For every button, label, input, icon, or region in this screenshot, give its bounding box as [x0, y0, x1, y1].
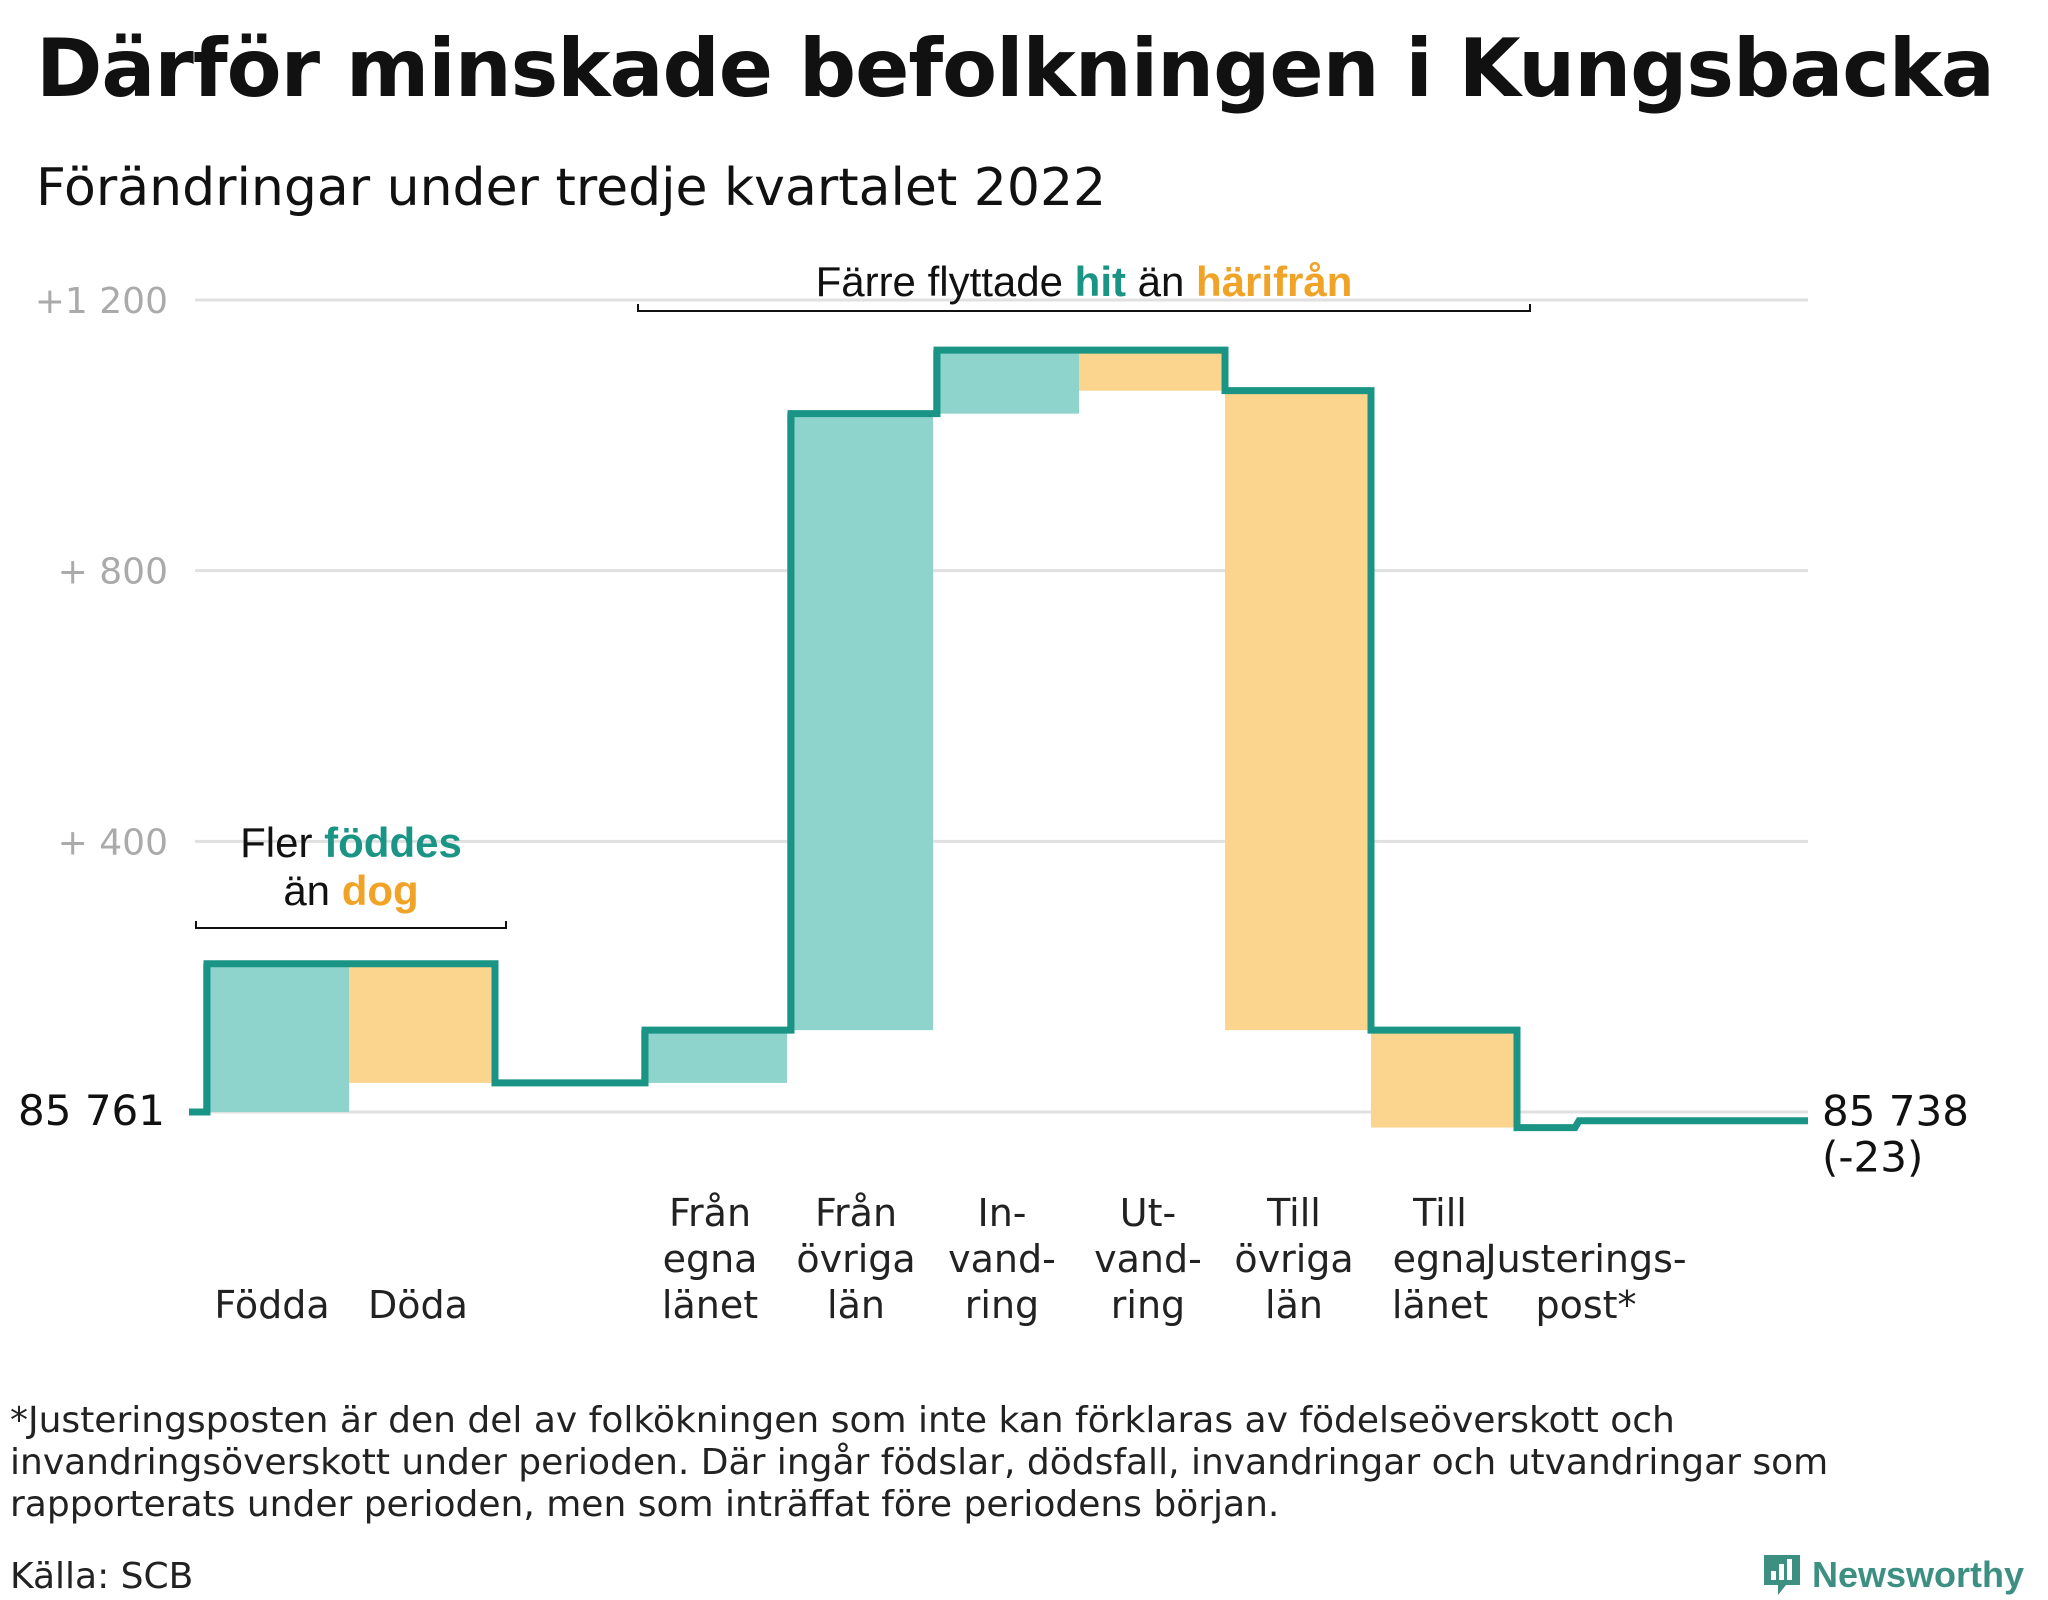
- annotation-migration: Färre flyttade hit än härifrån: [816, 258, 1353, 305]
- bar-till_egna: [1371, 1030, 1517, 1128]
- annotation-bracket-births: [195, 921, 507, 929]
- category-label-till_egna: länet: [1392, 1283, 1488, 1327]
- annotation-births: Fler föddes: [240, 819, 462, 866]
- bar-fran_egna: [641, 1030, 787, 1083]
- bar-invandring: [933, 350, 1079, 414]
- annotation-segment: härifrån: [1196, 258, 1352, 305]
- category-label-fodda: Födda: [214, 1283, 329, 1327]
- category-label-utvandring: vand-: [1094, 1237, 1202, 1281]
- category-label-fran_ovriga: Från: [815, 1191, 897, 1235]
- source-note: Källa: SCB: [10, 1556, 194, 1597]
- category-label-fran_ovriga: övriga: [796, 1237, 915, 1281]
- category-label-doda: Döda: [368, 1283, 468, 1327]
- annotation-bracket-migration: [637, 304, 1531, 312]
- category-label-till_ovriga: övriga: [1234, 1237, 1353, 1281]
- category-label-invandring: ring: [965, 1283, 1039, 1327]
- category-label-till_ovriga: Till: [1266, 1191, 1321, 1235]
- y-tick-label: +1 200: [35, 281, 168, 322]
- chart-title: Därför minskade befolkningen i Kungsback…: [36, 22, 1995, 115]
- bar-utvandring: [1079, 350, 1225, 391]
- annotation-segment: än: [1126, 258, 1196, 305]
- annotation-births: än dog: [283, 867, 418, 914]
- category-label-fran_egna: länet: [662, 1283, 758, 1327]
- end-change-label: (-23): [1822, 1133, 1923, 1182]
- category-label-justering: post*: [1535, 1283, 1636, 1327]
- annotation-segment: hit: [1075, 258, 1126, 305]
- annotation-segment: dog: [342, 867, 419, 914]
- bar-fran_ovriga: [787, 413, 933, 1031]
- category-label-invandring: vand-: [948, 1237, 1056, 1281]
- category-label-fran_ovriga: län: [827, 1283, 885, 1327]
- footnote: *Justeringsposten är den del av folkökni…: [10, 1400, 1829, 1525]
- cumulative-line: [189, 346, 1808, 1132]
- chart-subtitle: Förändringar under tredje kvartalet 2022: [36, 158, 1107, 218]
- end-value-label: 85 738: [1822, 1087, 1969, 1136]
- annotation-segment: Fler: [240, 819, 324, 866]
- brand-name: Newsworthy: [1811, 1554, 2024, 1595]
- category-label-fran_egna: egna: [663, 1237, 758, 1281]
- annotation-segment: än: [283, 867, 341, 914]
- category-label-justering: Justerings-: [1483, 1237, 1686, 1281]
- category-label-fran_egna: Från: [669, 1191, 751, 1235]
- category-label-till_egna: egna: [1393, 1237, 1488, 1281]
- y-tick-label: + 400: [58, 822, 168, 863]
- annotation-segment: föddes: [324, 819, 462, 866]
- category-label-invandring: In-: [977, 1191, 1026, 1235]
- start-value-label: 85 761: [18, 1086, 165, 1135]
- y-tick-label: + 800: [58, 552, 168, 593]
- category-label-utvandring: ring: [1111, 1283, 1185, 1327]
- category-label-utvandring: Ut-: [1120, 1191, 1176, 1235]
- annotation-segment: Färre flyttade: [816, 258, 1075, 305]
- brand-logo: Newsworthy: [1760, 1550, 2024, 1600]
- category-label-till_egna: Till: [1412, 1191, 1467, 1235]
- newsworthy-logo-icon: [1763, 1555, 1800, 1595]
- category-label-till_ovriga: län: [1265, 1283, 1323, 1327]
- bar-doda: [349, 963, 495, 1083]
- bar-till_ovriga: [1225, 390, 1371, 1031]
- bar-fodda: [203, 963, 349, 1112]
